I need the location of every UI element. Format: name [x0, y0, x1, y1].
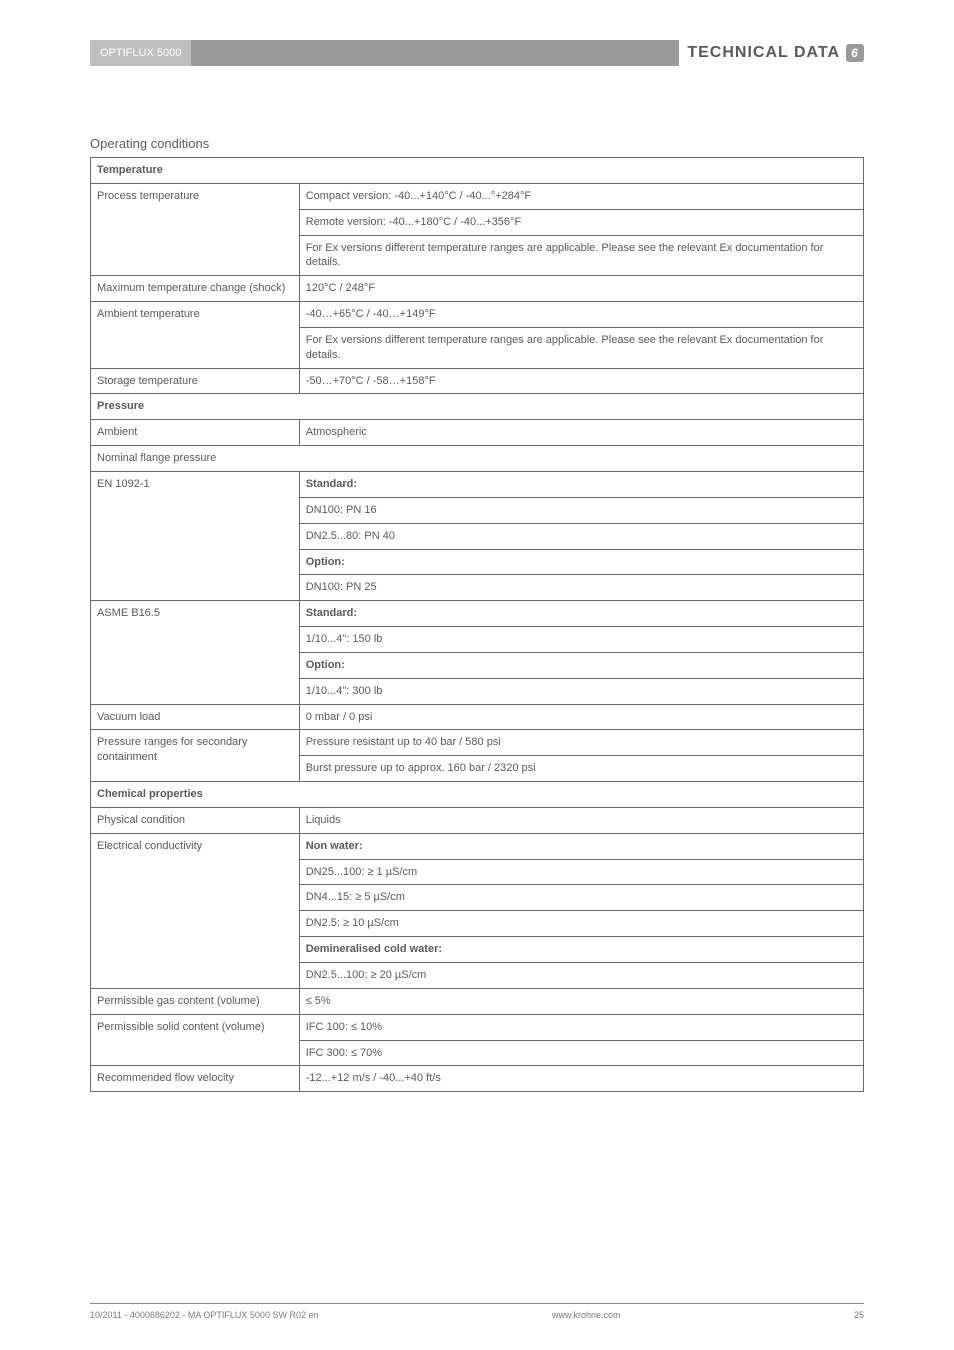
en1092-r4: Option: — [299, 549, 863, 575]
vacuum-label: Vacuum load — [91, 704, 300, 730]
vacuum-val: 0 mbar / 0 psi — [299, 704, 863, 730]
asme-r4: 1/10...4": 300 lb — [299, 678, 863, 704]
en1092-label: EN 1092-1 — [91, 471, 300, 600]
header-bar: OPTIFLUX 5000 TECHNICAL DATA 6 — [90, 40, 864, 66]
elec-r2: DN25...100: ≥ 1 µS/cm — [299, 859, 863, 885]
footer-center: www.krohne.com — [552, 1310, 621, 1320]
process-temp-r1: Compact version: -40...+140°C / -40...°+… — [299, 183, 863, 209]
gas-label: Permissible gas content (volume) — [91, 988, 300, 1014]
asme-r2: 1/10...4": 150 lb — [299, 627, 863, 653]
press-ranges-r1: Pressure resistant up to 40 bar / 580 ps… — [299, 730, 863, 756]
asme-label: ASME B16.5 — [91, 601, 300, 704]
solid-r1: IFC 100: ≤ 10% — [299, 1014, 863, 1040]
footer-left: 10/2011 - 4000686202 - MA OPTIFLUX 5000 … — [90, 1310, 318, 1320]
process-temp-r2: Remote version: -40...+180°C / -40...+35… — [299, 209, 863, 235]
ambient-p-label: Ambient — [91, 420, 300, 446]
en1092-r5: DN100: PN 25 — [299, 575, 863, 601]
footer: 10/2011 - 4000686202 - MA OPTIFLUX 5000 … — [90, 1303, 864, 1320]
section-name: TECHNICAL DATA 6 — [679, 40, 864, 66]
storage-label: Storage temperature — [91, 368, 300, 394]
section-text: TECHNICAL DATA — [687, 44, 840, 62]
ambient-r2: For Ex versions different temperature ra… — [299, 327, 863, 368]
group-pressure: Pressure — [91, 394, 864, 420]
header-fill — [191, 40, 679, 66]
en1092-r2: DN100: PN 16 — [299, 497, 863, 523]
max-temp-val: 120°C / 248°F — [299, 276, 863, 302]
process-temp-label: Process temperature — [91, 183, 300, 275]
elec-r5: Demineralised cold water: — [299, 937, 863, 963]
max-temp-label: Maximum temperature change (shock) — [91, 276, 300, 302]
nom-flange-label: Nominal flange pressure — [91, 446, 864, 472]
product-name: OPTIFLUX 5000 — [90, 40, 191, 66]
elec-r1: Non water: — [299, 833, 863, 859]
ambient-p-val: Atmospheric — [299, 420, 863, 446]
storage-val: -50…+70°C / -58…+158°F — [299, 368, 863, 394]
footer-right: 25 — [854, 1310, 864, 1320]
phys-label: Physical condition — [91, 807, 300, 833]
press-ranges-label: Pressure ranges for secondary containmen… — [91, 730, 300, 782]
solid-r2: IFC 300: ≤ 70% — [299, 1040, 863, 1066]
group-temperature: Temperature — [91, 158, 864, 184]
ambient-r1: -40…+65°C / -40…+149°F — [299, 302, 863, 328]
process-temp-r3: For Ex versions different temperature ra… — [299, 235, 863, 276]
elec-r4: DN2.5: ≥ 10 µS/cm — [299, 911, 863, 937]
gas-val: ≤ 5% — [299, 988, 863, 1014]
phys-val: Liquids — [299, 807, 863, 833]
flow-val: -12...+12 m/s / -40...+40 ft/s — [299, 1066, 863, 1092]
elec-label: Electrical conductivity — [91, 833, 300, 988]
flow-label: Recommended flow velocity — [91, 1066, 300, 1092]
section-badge: 6 — [846, 44, 864, 62]
asme-r3: Option: — [299, 652, 863, 678]
en1092-r1: Standard: — [299, 471, 863, 497]
solid-label: Permissible solid content (volume) — [91, 1014, 300, 1066]
table-title: Operating conditions — [90, 136, 864, 151]
elec-r3: DN4...15: ≥ 5 µS/cm — [299, 885, 863, 911]
en1092-r3: DN2.5...80: PN 40 — [299, 523, 863, 549]
elec-r6: DN2.5...100: ≥ 20 µS/cm — [299, 963, 863, 989]
ambient-label: Ambient temperature — [91, 302, 300, 369]
press-ranges-r2: Burst pressure up to approx. 160 bar / 2… — [299, 756, 863, 782]
spec-table: Temperature Process temperature Compact … — [90, 157, 864, 1092]
group-chemical: Chemical properties — [91, 782, 864, 808]
asme-r1: Standard: — [299, 601, 863, 627]
